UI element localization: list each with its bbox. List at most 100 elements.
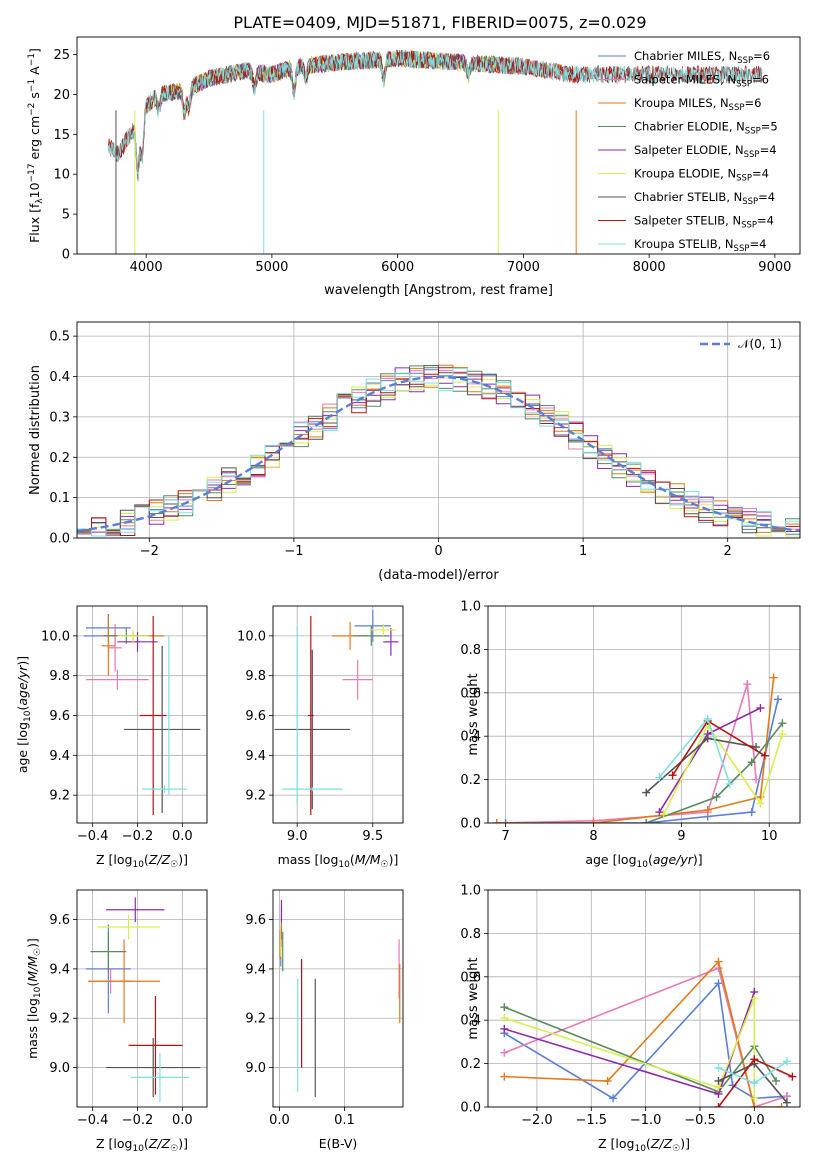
axes-frame <box>487 889 801 1108</box>
y-tick-label: 15 <box>53 128 70 143</box>
weight-marker <box>668 771 677 780</box>
y-tick-label: 0.4 <box>460 1014 481 1029</box>
x-tick-label: 7 <box>501 829 509 844</box>
y-tick-label: 0.6 <box>460 970 481 985</box>
weight-marker <box>760 751 769 760</box>
weight-marker <box>788 1072 797 1081</box>
weight-marker <box>655 808 664 817</box>
x-tick-label: 0.0 <box>172 829 193 844</box>
y-tick-label: 25 <box>53 48 70 63</box>
x-tick-label: 0 <box>434 544 442 559</box>
weight-marker <box>703 805 712 814</box>
y-tick-label: 9.4 <box>245 749 266 764</box>
axes-frame <box>487 605 801 824</box>
panel-mass_vs_Z: −0.4 −0.2 0.0 9.0 9.2 9.4 9.6 Z [log10(Z/Z☉)] ma… <box>25 889 208 1154</box>
weight-marker <box>782 1098 791 1107</box>
x-tick-label: 8000 <box>633 260 666 275</box>
x-tick-label: −1 <box>284 544 303 559</box>
legend-entry: Salpeter STELIB, NSSP=4 <box>634 214 774 231</box>
y-tick-label: 0 <box>62 248 70 263</box>
legend: Chabrier MILES, NSSP=6 Salpeter MILES, NS… <box>598 49 778 254</box>
x-tick-label: 2 <box>724 544 732 559</box>
y-axis-label: age [log10(age/yr)] <box>15 656 33 773</box>
y-tick-label: 0.8 <box>460 643 481 658</box>
legend-entry: Kroupa MILES, NSSP=6 <box>634 96 761 113</box>
weight-marker <box>655 773 664 782</box>
y-tick-label: 0.4 <box>460 730 481 745</box>
legend-entry: Kroupa STELIB, NSSP=4 <box>634 237 766 254</box>
y-tick-label: 10.0 <box>237 629 266 644</box>
x-tick-label: 0.0 <box>269 1113 290 1128</box>
y-tick-label: 9.0 <box>245 1061 266 1076</box>
error-bar-point <box>128 996 183 1095</box>
x-tick-label: 9 <box>677 829 685 844</box>
weight-marker <box>714 979 723 988</box>
weight-line <box>496 677 775 823</box>
weight-marker <box>772 1076 781 1085</box>
error-bar-point <box>294 625 301 806</box>
error-bar-point <box>342 659 373 700</box>
figure-title: PLATE=0409, MJD=51871, FIBERID=0075, z=0… <box>233 13 646 32</box>
y-tick-label: 9.2 <box>49 789 70 804</box>
panel-mass_weight_vs_Z: −2.0 −1.5 −1.0 −0.5 0.0 0.0 0.2 0.4 0.6 0.8 1.0 mas… <box>460 884 801 1154</box>
weight-line <box>645 737 757 794</box>
weight-marker <box>782 1057 791 1066</box>
error-bar-point <box>85 669 149 690</box>
y-tick-label: 0.2 <box>49 451 70 466</box>
x-tick-label: 8 <box>589 829 597 844</box>
x-tick-label: 4000 <box>130 260 163 275</box>
legend-entry: 𝒩(0, 1) <box>738 337 782 351</box>
y-axis-label: mass weight <box>466 957 481 1039</box>
weight-marker <box>500 1014 509 1023</box>
error-bar-point <box>354 609 391 642</box>
weight-marker <box>609 1094 618 1103</box>
plot-area <box>279 899 401 1098</box>
x-tick-label: 1 <box>579 544 587 559</box>
error-bar-point <box>282 787 343 792</box>
weight-marker <box>778 730 787 739</box>
y-tick-label: 9.6 <box>245 709 266 724</box>
weight-marker <box>501 819 510 823</box>
panel-age_vs_mass: 9.0 9.5 9.2 9.4 9.6 9.8 10.0 mass [log10(M/M☉)] <box>237 605 404 870</box>
weight-marker <box>750 1055 759 1064</box>
error-bar-point <box>166 635 172 796</box>
y-tick-label: 9.8 <box>49 669 70 684</box>
x-axis-label: Z [log10(Z/Z☉)] <box>598 1136 690 1154</box>
x-tick-label: 5000 <box>255 260 288 275</box>
axes-frame <box>272 889 404 1108</box>
panel-age_vs_Z: −0.4 −0.2 0.0 9.2 9.4 9.6 9.8 10.0 Z [log10(Z/Z☉… <box>15 605 208 870</box>
y-tick-label: 0.4 <box>49 370 70 385</box>
y-tick-label: 0.5 <box>49 330 70 345</box>
y-tick-label: 0.6 <box>460 686 481 701</box>
y-tick-label: 0.1 <box>49 491 70 506</box>
y-tick-label: 9.0 <box>49 1061 70 1076</box>
weight-line <box>496 683 757 823</box>
weight-marker <box>703 714 712 723</box>
y-tick-label: 1.0 <box>460 884 481 899</box>
x-tick-label: 0.0 <box>172 1113 193 1128</box>
weight-marker <box>712 792 721 801</box>
x-axis-label: E(B-V) <box>319 1136 358 1151</box>
x-axis-label: mass [log10(M/M☉)] <box>278 852 399 870</box>
y-tick-label: 9.4 <box>49 749 70 764</box>
weight-marker <box>659 810 668 819</box>
weight-marker <box>747 758 756 767</box>
weight-line <box>663 723 784 815</box>
normal-curve <box>77 375 800 533</box>
weight-marker <box>750 994 759 1003</box>
y-tick-label: 9.2 <box>49 1012 70 1027</box>
weight-marker <box>500 1024 509 1033</box>
error-bar-point <box>130 1052 190 1103</box>
weight-marker <box>500 1072 509 1081</box>
weight-marker <box>777 1103 786 1107</box>
weight-marker <box>756 799 765 808</box>
weight-marker <box>714 1076 723 1085</box>
legend-entry: Salpeter MILES, NSSP=6 <box>634 73 769 90</box>
y-tick-label: 9.6 <box>245 913 266 928</box>
weight-marker <box>750 1079 759 1088</box>
weight-marker <box>603 1076 612 1085</box>
weight-marker <box>642 819 651 823</box>
weight-marker <box>750 1094 759 1103</box>
x-tick-label: −1.0 <box>630 1113 662 1128</box>
error-bar-point <box>124 645 201 814</box>
